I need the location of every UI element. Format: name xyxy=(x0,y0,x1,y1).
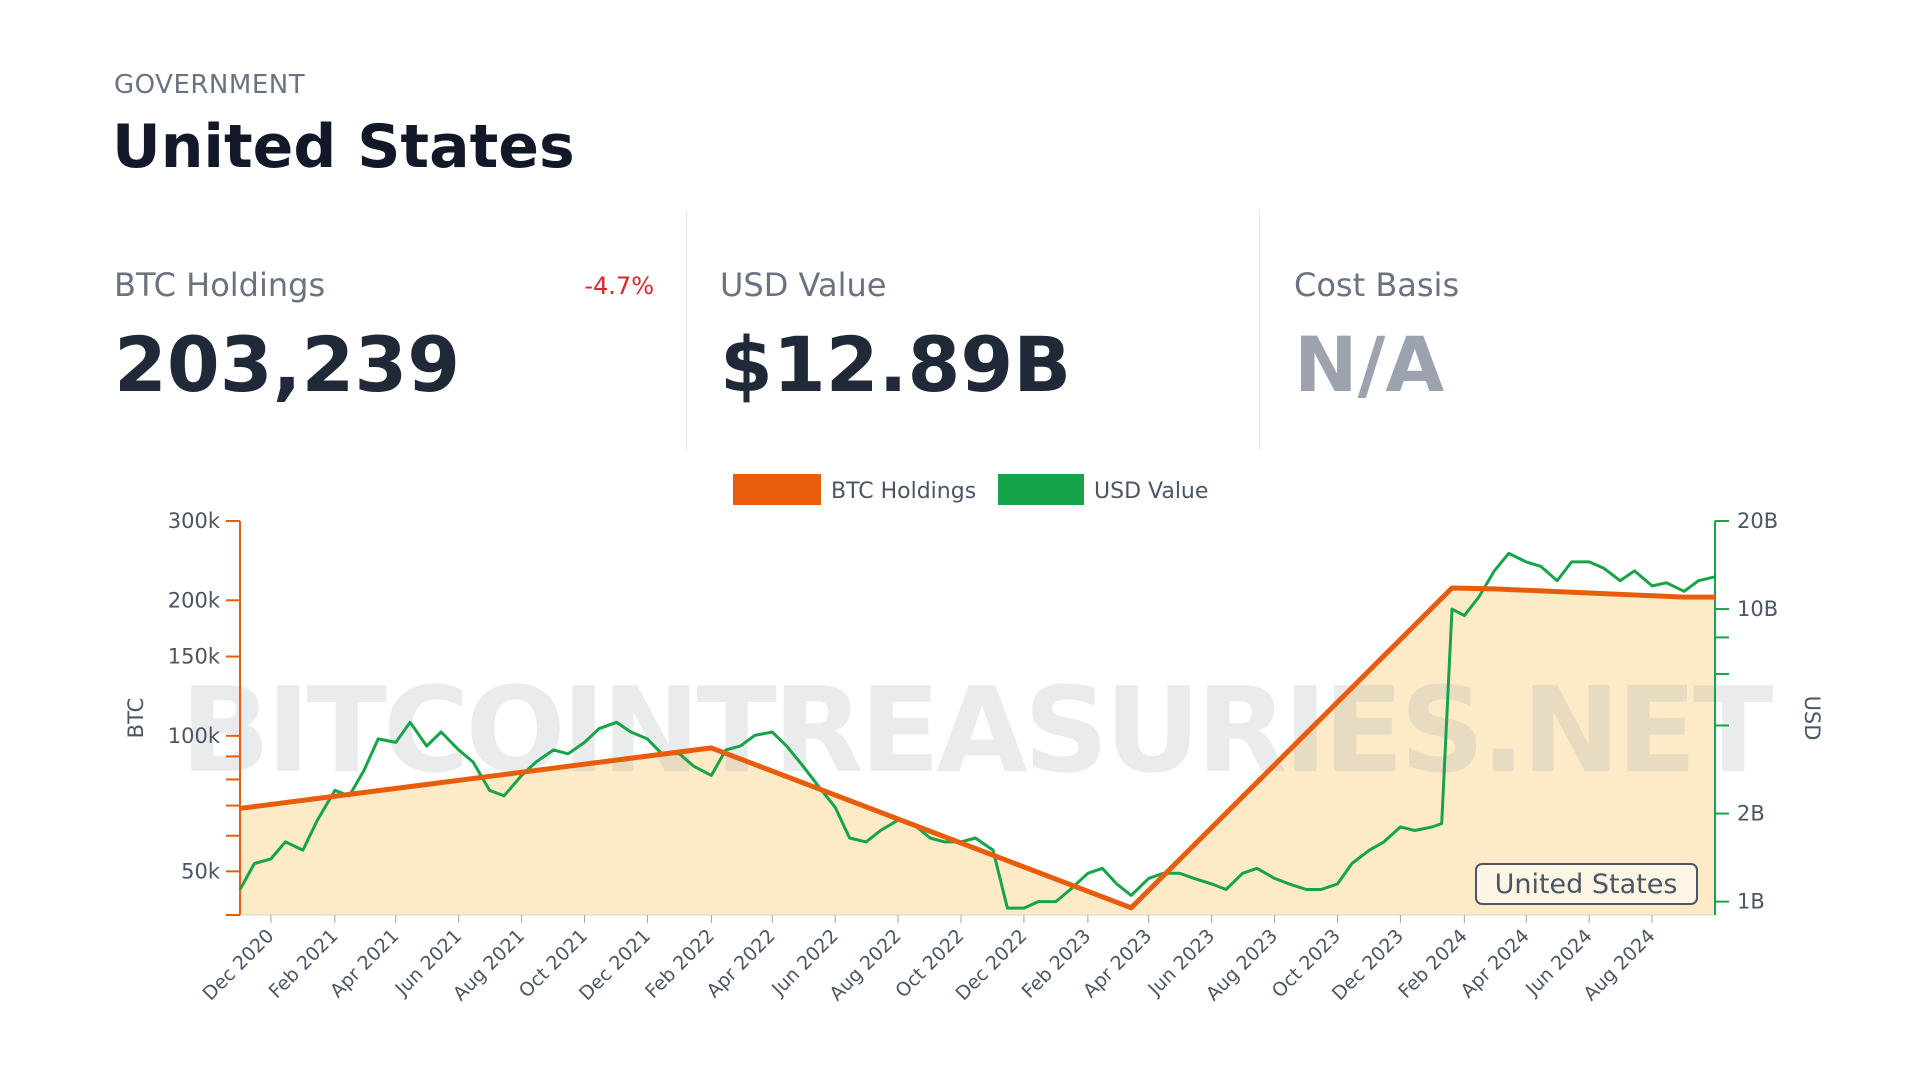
legend-swatch-usd xyxy=(998,474,1084,505)
y-left-tick-label: 200k xyxy=(168,588,221,612)
change-badge: -4.7% xyxy=(584,272,654,300)
stat-usd-value: USD Value $12.89B xyxy=(720,210,1220,450)
watermark: BITCOINTREASURIES.NET xyxy=(180,661,1773,799)
y-right-tick-label: 1B xyxy=(1737,890,1765,914)
y-left-tick-label: 150k xyxy=(168,645,221,669)
y-right-tick-label: 2B xyxy=(1737,802,1765,826)
stat-label: BTC Holdings xyxy=(114,266,326,304)
y-right-tick-label: 10B xyxy=(1737,597,1778,621)
divider xyxy=(1259,210,1260,450)
y-left-tick-label: 100k xyxy=(168,724,221,748)
stat-value: N/A xyxy=(1294,320,1445,409)
legend-label-usd: USD Value xyxy=(1094,479,1208,504)
stat-value: $12.89B xyxy=(720,320,1072,409)
entity-badge xyxy=(1475,863,1698,905)
y-left-axis-label: BTC xyxy=(124,698,148,739)
x-tick-label: Apr 2024 xyxy=(1457,925,1534,1002)
y-left-tick-label: 50k xyxy=(181,859,221,883)
entity-badge-label: United States xyxy=(1495,869,1678,900)
btc-holdings-line xyxy=(239,585,1715,911)
divider xyxy=(686,210,687,450)
stat-value: 203,239 xyxy=(114,320,461,409)
legend-swatch-btc xyxy=(733,474,821,505)
btc-holdings-area xyxy=(240,588,1715,915)
stat-btc-holdings: BTC Holdings -4.7% 203,239 xyxy=(114,210,654,450)
stat-label: Cost Basis xyxy=(1294,266,1460,304)
x-tick-label: Dec 2020 xyxy=(198,925,278,1005)
stat-label: USD Value xyxy=(720,266,887,304)
y-right-tick-label: 20B xyxy=(1737,509,1778,533)
page-title: United States xyxy=(112,112,575,182)
y-left-tick-label: 300k xyxy=(168,509,221,533)
legend-label-btc: BTC Holdings xyxy=(831,479,976,504)
y-right-axis-label: USD xyxy=(1800,696,1824,741)
usd-value-line xyxy=(238,551,1716,910)
overline: GOVERNMENT xyxy=(114,70,306,100)
stat-cost-basis: Cost Basis N/A xyxy=(1294,210,1794,450)
